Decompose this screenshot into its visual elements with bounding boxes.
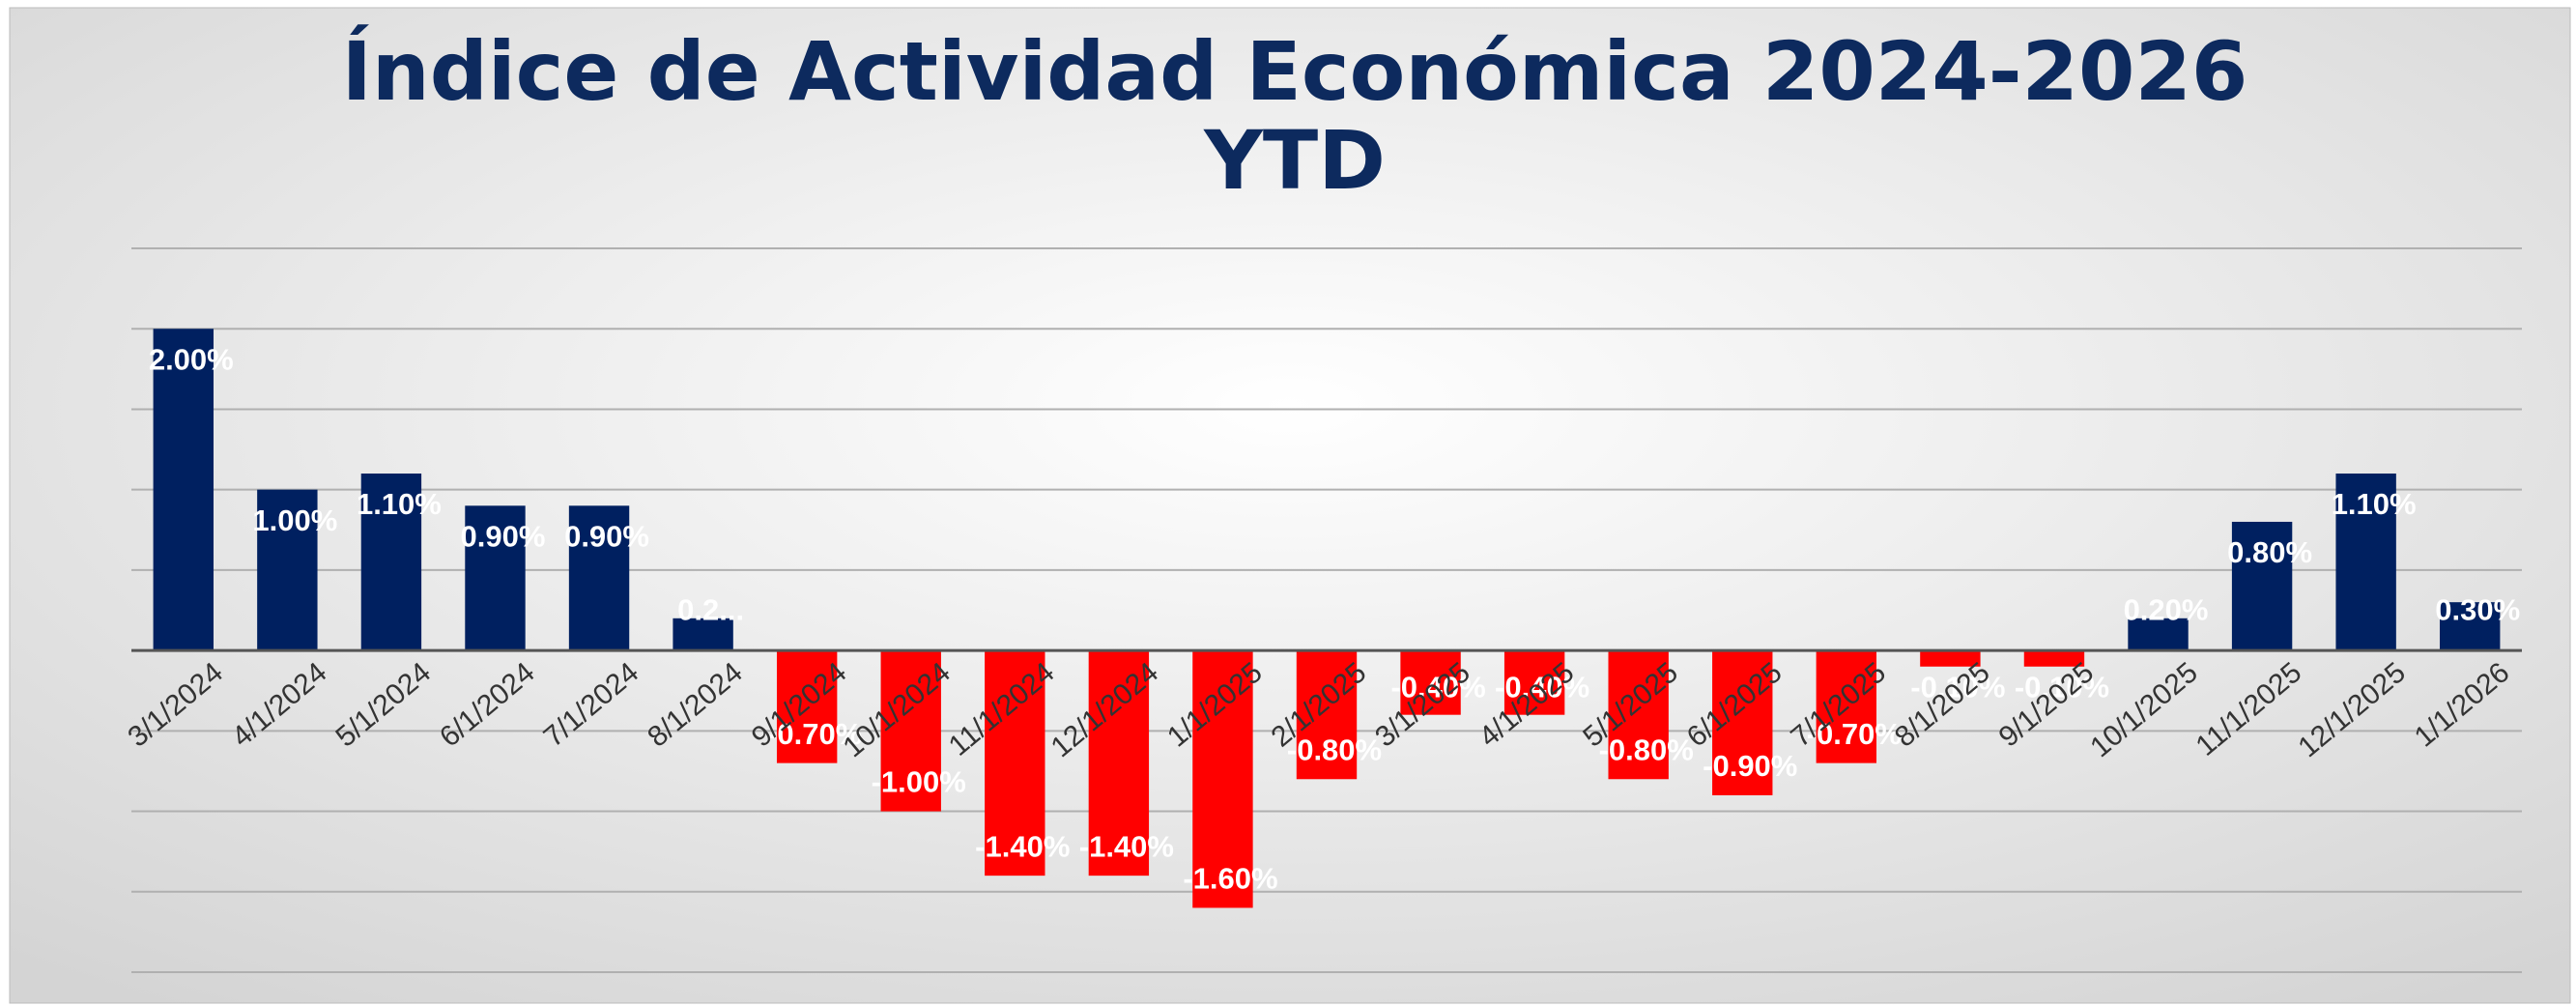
bar — [1296, 650, 1358, 780]
data-label: -0.70% — [767, 717, 862, 751]
data-label: 0.90% — [461, 519, 546, 553]
data-label: -0.40% — [1390, 670, 1485, 704]
bar — [465, 505, 526, 651]
data-label: -1.40% — [975, 829, 1070, 863]
data-label: -0.80% — [1287, 733, 1382, 766]
data-label: 0.30% — [2435, 592, 2520, 626]
bar — [568, 505, 630, 651]
bar — [1400, 650, 1461, 715]
data-label: 0.20% — [2124, 592, 2209, 626]
bar — [985, 650, 1045, 877]
bar — [1920, 650, 1981, 667]
data-label: -1.00% — [872, 765, 966, 799]
data-label: -0.40% — [1495, 670, 1589, 704]
data-label: -1.60% — [1183, 862, 1277, 896]
data-label: 1.10% — [357, 487, 442, 521]
background — [9, 7, 2571, 1004]
bar — [153, 329, 214, 651]
chart-title: Índice de Actividad Económica 2024-2026 — [342, 24, 2248, 119]
data-label: 1.00% — [252, 503, 337, 537]
bar — [880, 650, 941, 812]
data-label: 0.90% — [564, 519, 649, 553]
chart-subtitle: YTD — [1203, 113, 1386, 208]
bar — [673, 618, 733, 651]
bar — [2335, 474, 2396, 651]
bar — [1712, 650, 1773, 795]
data-label: -0.10% — [1910, 670, 2005, 704]
data-label: -0.80% — [1599, 733, 1694, 766]
data-label: 0.80% — [2227, 535, 2312, 569]
data-label: -0.70% — [1807, 717, 1902, 751]
bar — [257, 489, 318, 651]
bar — [2023, 650, 2085, 667]
data-label: 1.10% — [2332, 487, 2417, 521]
data-label: -0.10% — [2015, 670, 2109, 704]
bar — [1816, 650, 1877, 763]
bar — [2128, 618, 2189, 651]
data-label: -0.90% — [1703, 749, 1797, 783]
bar — [1192, 650, 1253, 908]
bar — [360, 474, 422, 651]
data-label: 2.00% — [149, 342, 234, 376]
data-label: 0.2... — [677, 592, 744, 626]
bar — [1608, 650, 1669, 780]
bar — [776, 650, 838, 763]
bar — [2440, 602, 2501, 651]
bar — [1503, 650, 1565, 715]
bar — [2231, 521, 2293, 651]
data-label: -1.40% — [1079, 829, 1174, 863]
bar — [1088, 650, 1150, 877]
